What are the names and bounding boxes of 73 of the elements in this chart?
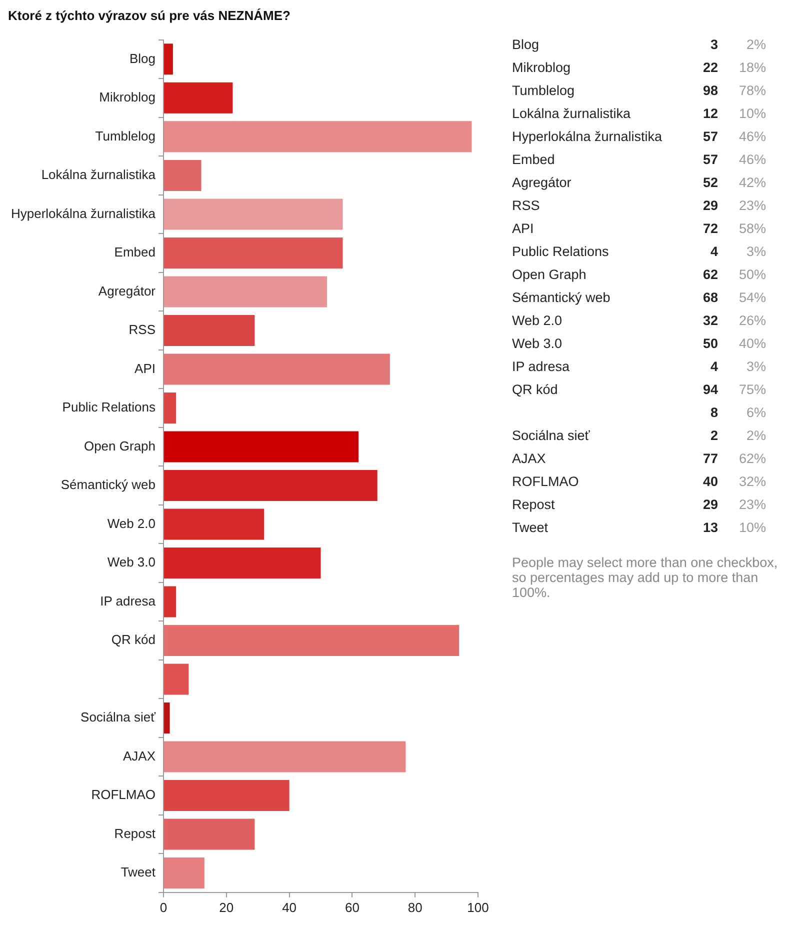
bar: [164, 392, 176, 424]
x-tick-label: 80: [408, 900, 422, 915]
y-tick-label: Lokálna žurnalistika: [41, 167, 156, 182]
text: Tweet 13 10%: [512, 520, 766, 535]
y-tick-label: Mikroblog: [99, 90, 156, 105]
x-tick-label: 20: [219, 900, 234, 915]
text: Hyperlokálna žurnalistika 57 46%: [512, 129, 766, 144]
bar: [164, 741, 406, 772]
text: People may select more than one checkbox, so percentages may add up to more than 100%.: [512, 555, 779, 600]
text: Blog 3 2%: [512, 37, 766, 52]
bar: [164, 664, 189, 695]
y-tick-label: Sociálna sieť: [80, 710, 156, 725]
text: Sémantický web 68 54%: [512, 290, 766, 305]
bar: [164, 198, 343, 230]
y-tick-label: Open Graph: [84, 438, 156, 454]
bar: [164, 354, 390, 385]
text: Web 3.0 50 40%: [512, 336, 766, 351]
y-tick-label: Repost: [114, 826, 156, 841]
y-tick-label: Web 2.0: [107, 516, 156, 531]
text: Embed 57 46%: [512, 152, 766, 167]
y-tick-label: ROFLMAO: [91, 787, 156, 802]
bar: [164, 237, 343, 268]
bar: [164, 780, 290, 812]
x-tick-label: 100: [467, 900, 489, 915]
y-tick-label: Tumblelog: [95, 128, 156, 144]
text: Web 2.0 32 26%: [512, 313, 766, 328]
y-tick-label: Blog: [129, 50, 156, 66]
text: IP adresa 4 3%: [512, 359, 766, 374]
bar: [164, 624, 460, 656]
y-tick-label: Tweet: [120, 864, 156, 880]
y-tick-label: AJAX: [122, 748, 156, 764]
y-tick-label: Public Relations: [62, 400, 156, 415]
text: Open Graph 62 50%: [512, 267, 766, 282]
x-tick-label: 0: [160, 900, 168, 915]
bar: [164, 276, 328, 308]
bar: [164, 44, 173, 75]
bar: [164, 508, 264, 540]
text: API 72 58%: [512, 221, 766, 236]
text: Agregátor 52 42%: [512, 175, 766, 190]
bar: [164, 818, 255, 850]
text: QR kód 94 75%: [512, 382, 766, 397]
y-tick-label: Hyperlokálna žurnalistika: [10, 206, 156, 221]
text: Public Relations 4 3%: [512, 244, 766, 259]
chart-title: Ktoré z týchto výrazov sú pre vás NEZNÁME?: [8, 8, 292, 23]
bar: [164, 82, 233, 114]
bar: [164, 314, 255, 346]
text: RSS 29 23%: [512, 198, 766, 213]
text: Tumblelog 98 78%: [512, 83, 766, 98]
x-tick-label: 60: [344, 900, 360, 915]
bar: [164, 431, 358, 462]
text: Lokálna žurnalistika 12 10%: [512, 106, 766, 121]
bar: [164, 160, 202, 191]
text: 8 6%: [710, 405, 766, 420]
y-tick-label: API: [134, 360, 156, 376]
bar: [164, 702, 170, 734]
y-tick-label: Web 3.0: [107, 554, 156, 570]
text: Sociálna sieť 2 2%: [512, 428, 766, 443]
y-tick-label: Embed: [114, 244, 156, 260]
x-tick-label: 40: [282, 900, 297, 915]
text: Mikroblog 22 18%: [512, 60, 766, 75]
y-tick-label: RSS: [128, 322, 156, 338]
y-tick-label: QR kód: [111, 632, 156, 648]
y-tick-label: Sémantický web: [60, 477, 156, 492]
bar: [164, 121, 472, 152]
y-tick-label: Agregátor: [98, 283, 156, 298]
text: ROFLMAO 40 32%: [512, 474, 766, 489]
text: Repost 29 23%: [512, 497, 766, 512]
bar: [164, 470, 378, 501]
text: AJAX 77 62%: [512, 451, 766, 466]
bar: [164, 547, 321, 578]
y-tick-label: IP adresa: [100, 593, 156, 608]
bar: [164, 586, 176, 618]
bar: [164, 858, 204, 889]
